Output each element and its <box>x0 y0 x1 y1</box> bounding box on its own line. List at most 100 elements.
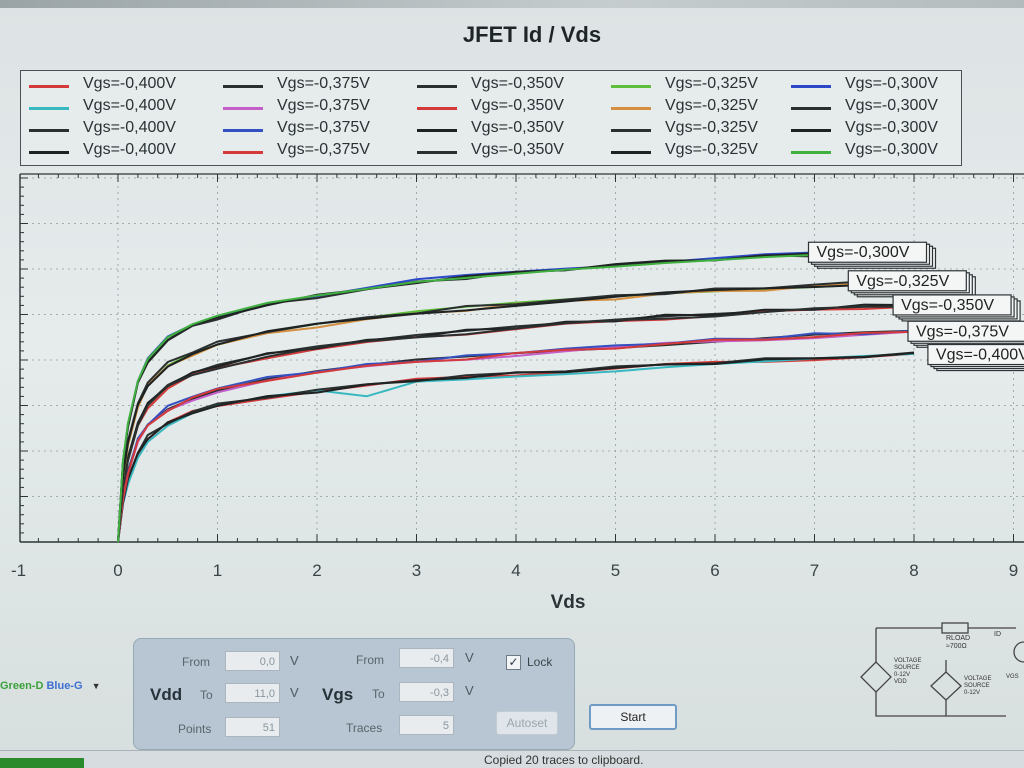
vgs-to-unit: V <box>465 683 474 698</box>
id-label: ID <box>994 631 1001 638</box>
x-tick-label: 8 <box>909 561 918 580</box>
legend-label: Vgs=-0,375V <box>277 75 370 92</box>
color-mode-dropdown[interactable]: Green-D Blue-G ▼ <box>0 680 101 692</box>
legend-column: Vgs=-0,375V Vgs=-0,375V Vgs=-0,375V Vgs=-0,… <box>215 75 403 163</box>
legend-item: Vgs=-0,350V <box>409 119 597 141</box>
monitor-bezel <box>0 0 1024 8</box>
legend-column: Vgs=-0,325V Vgs=-0,325V Vgs=-0,325V Vgs=-0,… <box>603 75 791 163</box>
legend-item: Vgs=-0,400V <box>21 97 209 119</box>
trace-label-box <box>807 241 928 263</box>
x-tick-label: 3 <box>412 561 421 580</box>
autoset-button[interactable]: Autoset <box>496 711 558 735</box>
legend-swatch <box>417 129 457 132</box>
legend-label: Vgs=-0,400V <box>83 75 176 92</box>
vdd-to-unit: V <box>290 685 299 700</box>
trace-label-box <box>927 343 1024 366</box>
grid <box>20 174 1024 542</box>
legend-label: Vgs=-0,300V <box>845 75 938 92</box>
legend-item: Vgs=-0,350V <box>409 141 597 163</box>
series-line <box>117 305 915 543</box>
jfet-symbol-partial <box>1013 641 1024 663</box>
vdd-source-line1: VOLTAGE <box>894 658 921 664</box>
series-line <box>117 352 915 543</box>
x-tick-label: 6 <box>710 561 719 580</box>
vgs-from-unit: V <box>465 650 474 665</box>
rload-label: RLOAD <box>946 635 970 642</box>
circuit-schematic: RLOAD ≈700Ω ID VOLTAGE SOURCE 0-12V VDD … <box>860 622 1024 717</box>
legend-label: Vgs=-0,300V <box>845 119 938 136</box>
vgs-source-line3: 0-12V <box>964 690 980 696</box>
legend-swatch <box>611 107 651 110</box>
legend-label: Vgs=-0,350V <box>471 97 564 114</box>
legend-swatch <box>417 85 457 88</box>
start-button[interactable]: Start <box>589 704 677 730</box>
trace-label-box <box>892 294 1012 316</box>
legend-label: Vgs=-0,300V <box>845 97 938 114</box>
x-tick-label: -1 <box>11 561 26 580</box>
legend-label: Vgs=-0,300V <box>845 141 938 158</box>
legend-item: Vgs=-0,350V <box>409 75 597 97</box>
legend-item: Vgs=-0,375V <box>215 141 403 163</box>
legend-item: Vgs=-0,325V <box>603 97 791 119</box>
legend-swatch <box>611 85 651 88</box>
series-line <box>117 351 915 543</box>
trace-label: Vgs=-0,300V <box>807 241 937 269</box>
chevron-down-icon: ▼ <box>91 681 101 691</box>
vgs-to-field[interactable]: -0,3 <box>399 682 454 702</box>
color-mode-green: Green-D <box>0 680 44 692</box>
legend-label: Vgs=-0,325V <box>665 141 758 158</box>
vdd-to-field[interactable]: 11,0 <box>225 683 280 703</box>
legend-swatch <box>29 107 69 110</box>
chart-legend: Vgs=-0,400V Vgs=-0,400V Vgs=-0,400V Vgs=-0,… <box>20 70 962 166</box>
legend-item: Vgs=-0,325V <box>603 119 791 141</box>
legend-swatch <box>611 129 651 132</box>
vdd-to-label: To <box>200 688 213 702</box>
legend-label: Vgs=-0,400V <box>83 119 176 136</box>
legend-swatch <box>223 107 263 110</box>
x-axis-title: Vds <box>551 592 586 613</box>
vdd-from-field[interactable]: 0,0 <box>225 651 280 671</box>
legend-swatch <box>417 151 457 154</box>
series-line <box>117 281 915 543</box>
legend-swatch <box>29 85 69 88</box>
x-tick-label: 2 <box>312 561 321 580</box>
color-mode-blue: Blue-G <box>46 680 83 692</box>
legend-label: Vgs=-0,325V <box>665 97 758 114</box>
vdd-from-label: From <box>182 655 210 669</box>
legend-column: Vgs=-0,300V Vgs=-0,300V Vgs=-0,300V Vgs=-0,… <box>783 75 971 163</box>
legend-swatch <box>791 151 831 154</box>
trace-label-box <box>847 270 967 292</box>
trace-label: Vgs=-0,350V <box>892 294 1021 322</box>
legend-item: Vgs=-0,400V <box>21 75 209 97</box>
legend-item: Vgs=-0,350V <box>409 97 597 119</box>
legend-label: Vgs=-0,350V <box>471 75 564 92</box>
legend-swatch <box>417 107 457 110</box>
points-field[interactable]: 51 <box>225 717 280 737</box>
legend-swatch <box>791 107 831 110</box>
vgs-partial-label: VGS <box>1006 674 1019 680</box>
vgs-from-label: From <box>356 653 384 667</box>
legend-label: Vgs=-0,350V <box>471 141 564 158</box>
legend-swatch <box>791 129 831 132</box>
legend-item: Vgs=-0,300V <box>783 97 971 119</box>
series-line <box>117 330 915 543</box>
legend-label: Vgs=-0,375V <box>277 141 370 158</box>
legend-label: Vgs=-0,400V <box>83 97 176 114</box>
legend-swatch <box>223 129 263 132</box>
legend-item: Vgs=-0,300V <box>783 141 971 163</box>
legend-swatch <box>223 151 263 154</box>
vgs-from-field[interactable]: -0,4 <box>399 648 454 668</box>
legend-item: Vgs=-0,375V <box>215 97 403 119</box>
series-line <box>117 250 915 543</box>
status-progress-indicator <box>0 758 84 768</box>
vdd-source-line3: 0-12V <box>894 672 910 678</box>
trace-label: Vgs=-0,375V <box>907 320 1024 348</box>
series-line <box>117 280 915 543</box>
rload-value: ≈700Ω <box>946 643 967 650</box>
legend-swatch <box>29 151 69 154</box>
lock-checkbox[interactable]: ✓ <box>506 655 521 670</box>
traces-field[interactable]: 5 <box>399 715 454 735</box>
vdd-source-line2: SOURCE <box>894 665 920 671</box>
legend-item: Vgs=-0,325V <box>603 75 791 97</box>
trace-label-text: Vgs=-0,375V <box>916 323 1009 340</box>
